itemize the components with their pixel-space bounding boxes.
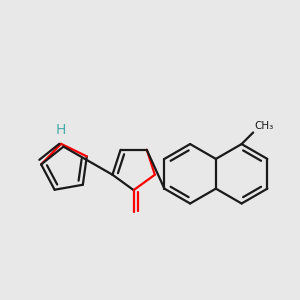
Text: H: H [55, 123, 66, 137]
Text: CH₃: CH₃ [255, 121, 274, 131]
